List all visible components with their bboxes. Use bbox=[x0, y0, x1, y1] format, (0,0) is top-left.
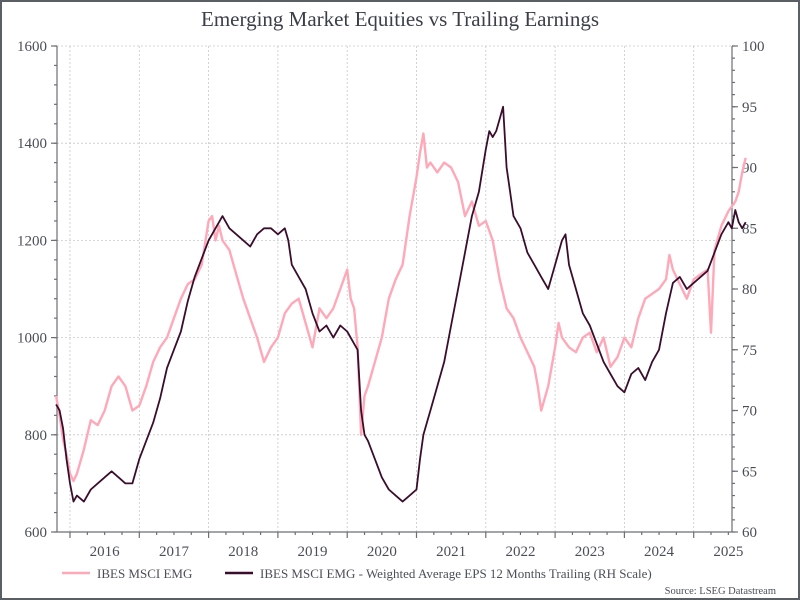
x-tick-label: 2017 bbox=[159, 544, 190, 560]
gridlines bbox=[57, 45, 732, 532]
x-tick-label: 2018 bbox=[228, 544, 258, 560]
y-left-tick-label: 1600 bbox=[17, 39, 47, 55]
y-right-tick-label: 75 bbox=[742, 343, 757, 359]
series-line-eps-trailing bbox=[55, 105, 747, 503]
y-right-tick-label: 95 bbox=[742, 100, 757, 116]
y-right-tick-label: 100 bbox=[742, 39, 765, 55]
tick-labels: 600 800 1000 1200 1400 1600 60 65 70 75 80 85 90 95 10… bbox=[17, 39, 765, 560]
y-left-tick-label: 1000 bbox=[17, 331, 47, 347]
x-tick-label: 2021 bbox=[436, 544, 466, 560]
chart-title: Emerging Market Equities vs Trailing Ear… bbox=[201, 7, 599, 31]
x-tick-label: 2016 bbox=[90, 544, 121, 560]
legend-label-eps: IBES MSCI EMG - Weighted Average EPS 12 … bbox=[260, 566, 652, 581]
y-right-tick-label: 70 bbox=[742, 404, 757, 420]
y-right-tick-label: 80 bbox=[742, 282, 757, 298]
y-right-tick-label: 85 bbox=[742, 221, 757, 237]
legend: IBES MSCI EMG IBES MSCI EMG - Weighted A… bbox=[62, 566, 652, 581]
x-tick-label: 2023 bbox=[575, 544, 605, 560]
legend-label-ibes-msci-emg: IBES MSCI EMG bbox=[97, 566, 192, 581]
y-left-tick-label: 600 bbox=[25, 525, 48, 541]
series-line-ibes-msci-emg bbox=[54, 132, 747, 483]
series-lines bbox=[54, 105, 747, 503]
x-tick-label: 2020 bbox=[367, 544, 397, 560]
axes bbox=[51, 45, 738, 538]
x-tick-label: 2024 bbox=[644, 544, 675, 560]
y-left-tick-label: 800 bbox=[25, 428, 48, 444]
y-right-tick-label: 60 bbox=[742, 525, 757, 541]
x-tick-label: 2022 bbox=[505, 544, 535, 560]
x-tick-label: 2025 bbox=[713, 544, 743, 560]
x-tick-label: 2019 bbox=[298, 544, 328, 560]
y-left-tick-label: 1400 bbox=[17, 136, 47, 152]
source-note: Source: LSEG Datastream bbox=[665, 586, 776, 597]
y-left-tick-label: 1200 bbox=[17, 233, 47, 249]
y-right-tick-label: 90 bbox=[742, 161, 757, 177]
y-right-tick-label: 65 bbox=[742, 464, 757, 480]
